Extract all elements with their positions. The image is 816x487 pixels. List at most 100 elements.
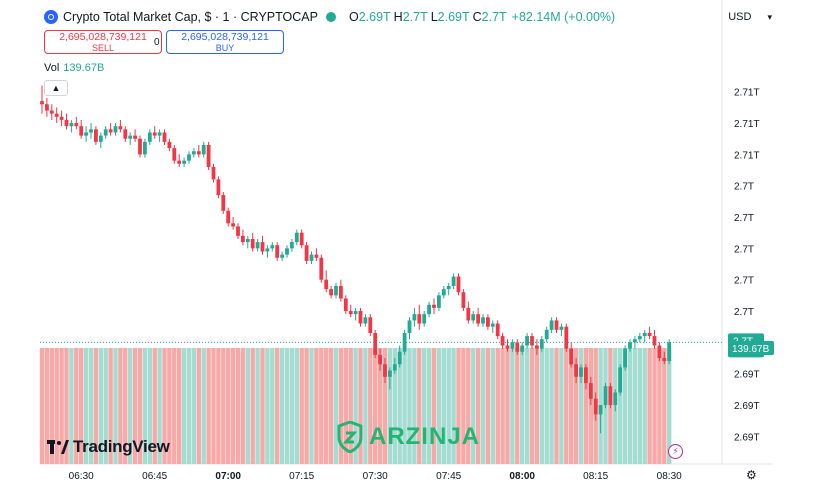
- candle-body: [304, 245, 309, 261]
- volume-value: 139.67B: [63, 62, 105, 74]
- chevron-down-icon: ▾: [767, 12, 772, 22]
- candle-body: [623, 348, 627, 368]
- candle-body: [177, 160, 182, 164]
- candle-body: [608, 386, 613, 406]
- candle-body: [299, 232, 304, 246]
- arzinja-watermark: ARZINJA: [337, 421, 480, 453]
- currency-select[interactable]: USD ▾: [728, 11, 772, 23]
- candle-body: [535, 345, 539, 349]
- x-tick-label: 06:30: [69, 471, 94, 482]
- buy-button[interactable]: 2,695,028,739,121 BUY: [166, 30, 284, 54]
- volume-bar: [534, 348, 540, 464]
- candle-body: [476, 314, 480, 324]
- volume-bar: [573, 348, 579, 464]
- y-tick-label: 2.71T: [734, 119, 760, 130]
- candle-body: [343, 298, 348, 312]
- volume-bar: [451, 348, 456, 464]
- volume-bar: [54, 348, 59, 464]
- volume-bar: [642, 348, 647, 464]
- volume-bar: [211, 348, 216, 464]
- candle-body: [172, 148, 177, 161]
- volume-bar: [475, 348, 481, 464]
- volume-bar: [343, 348, 348, 464]
- candle-body: [143, 141, 147, 155]
- tradingview-logo[interactable]: TradingView: [47, 437, 170, 457]
- candle-body: [520, 345, 525, 352]
- open-label: O: [348, 10, 359, 24]
- volume-bar: [333, 348, 339, 464]
- close-label: C: [472, 10, 482, 24]
- volume-bar: [471, 348, 476, 464]
- volume-bar: [652, 348, 657, 464]
- candle-body: [147, 132, 152, 142]
- candle-body: [652, 336, 657, 346]
- candle-body: [662, 358, 667, 362]
- volume-bar: [441, 348, 446, 464]
- candle-body: [569, 348, 574, 365]
- candle-body: [221, 195, 226, 211]
- candle-body: [598, 405, 603, 415]
- candle-body: [314, 254, 319, 258]
- collapse-legend-button[interactable]: ▲: [44, 80, 68, 96]
- candle-body: [74, 123, 79, 127]
- x-tick-label: 07:30: [363, 471, 388, 482]
- volume-bar: [431, 348, 437, 464]
- volume-bar: [422, 348, 427, 464]
- candle-body: [152, 132, 157, 136]
- candle-body: [412, 314, 417, 321]
- candle-body: [549, 320, 554, 330]
- y-tick-label: 2.71T: [734, 88, 760, 99]
- volume-bar: [64, 348, 69, 464]
- candle-body: [388, 370, 392, 377]
- y-tick-label: 2.69T: [734, 432, 760, 443]
- candle-body: [466, 307, 471, 321]
- volume-bar: [544, 348, 549, 464]
- candle-body: [417, 314, 422, 324]
- y-tick-label: 2.7T: [734, 276, 754, 287]
- volume-bar: [569, 348, 574, 464]
- volume-bar: [230, 348, 236, 464]
- candle-body: [368, 317, 373, 333]
- volume-bar: [147, 348, 152, 464]
- volume-bar: [157, 348, 162, 464]
- y-tick-label: 2.69T: [734, 401, 760, 412]
- symbol-title[interactable]: Crypto Total Market Cap, $ · 1 · CRYPTOC…: [63, 10, 318, 24]
- spread-value: 0: [154, 37, 160, 48]
- candle-body: [510, 342, 515, 349]
- sell-button[interactable]: 2,695,028,739,121 SELL: [44, 30, 162, 54]
- volume-bar: [328, 348, 334, 464]
- candle-body: [588, 383, 593, 399]
- candle-body: [138, 138, 142, 155]
- flash-icon[interactable]: ⚡: [668, 444, 683, 459]
- volume-bar: [39, 348, 45, 464]
- candle-body: [564, 326, 569, 349]
- candle-body: [108, 129, 113, 133]
- candle-body: [236, 226, 240, 236]
- chart-legend: Crypto Total Market Cap, $ · 1 · CRYPTOC…: [44, 8, 615, 26]
- y-tick-label: 2.69T: [734, 370, 760, 381]
- candle-body: [94, 129, 98, 142]
- candle-body: [294, 232, 299, 243]
- candle-body: [490, 323, 495, 327]
- volume-bar: [186, 348, 192, 464]
- volume-bar: [578, 348, 584, 464]
- candle-body: [422, 314, 427, 324]
- volume-bar: [373, 348, 378, 464]
- candle-body: [486, 317, 490, 327]
- candle-body: [618, 367, 623, 393]
- volume-bar: [88, 348, 94, 464]
- volume-bar: [83, 348, 89, 464]
- chevron-up-icon: ▲: [51, 83, 61, 93]
- candle-body: [461, 292, 466, 308]
- volume-bar: [627, 348, 633, 464]
- tradingview-wordmark: TradingView: [73, 437, 170, 456]
- candle-body: [456, 276, 461, 293]
- candle-body: [69, 123, 74, 127]
- volume-bar: [387, 348, 393, 464]
- volume-bar: [319, 348, 324, 464]
- volume-bar: [456, 348, 461, 464]
- gear-icon[interactable]: ⚙: [746, 468, 757, 482]
- volume-bar: [304, 348, 309, 464]
- volume-bar: [490, 348, 495, 464]
